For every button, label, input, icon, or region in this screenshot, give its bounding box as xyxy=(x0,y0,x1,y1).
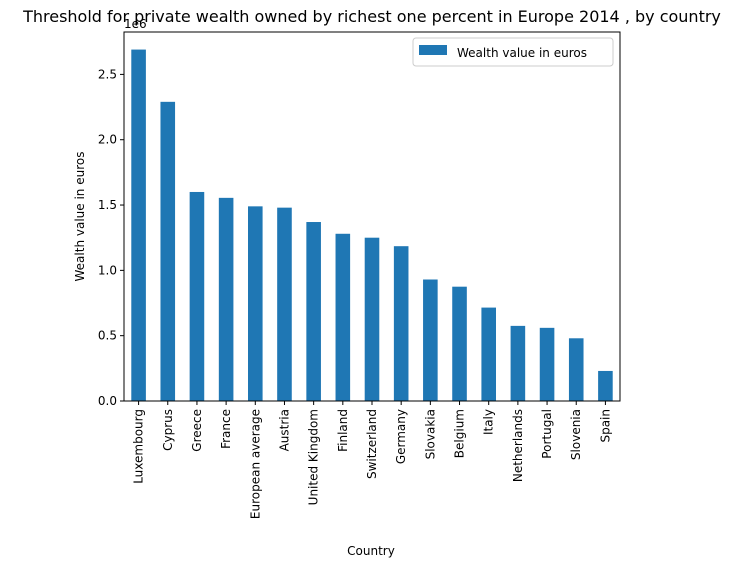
y-tick-label: 1.5 xyxy=(98,198,117,212)
legend-box xyxy=(412,37,614,67)
bar-slovenia xyxy=(568,338,584,401)
x-tick-label: Slovakia xyxy=(423,409,437,459)
bar-netherlands xyxy=(510,325,526,401)
bar-belgium xyxy=(452,286,467,401)
y-tick-label: 0.0 xyxy=(98,394,117,408)
bar-greece xyxy=(189,191,205,401)
y-tick-label: 0.5 xyxy=(98,329,117,343)
y-axis-label: Wealth value in euros xyxy=(73,152,87,282)
x-tick-label: Spain xyxy=(598,409,612,443)
bar-united-kingdom xyxy=(306,222,321,401)
x-tick-label: Slovenia xyxy=(569,409,583,460)
legend-swatch xyxy=(419,45,447,55)
x-tick-label: Greece xyxy=(190,409,204,452)
bar-france xyxy=(218,197,234,401)
bar-portugal xyxy=(539,327,555,401)
x-tick-label: Switzerland xyxy=(365,409,379,479)
bar-austria xyxy=(277,207,292,401)
x-tick-label: Italy xyxy=(482,409,496,435)
x-tick-label: Luxembourg xyxy=(132,409,146,484)
x-tick-label: Netherlands xyxy=(511,409,525,482)
x-tick-label: Finland xyxy=(336,409,350,452)
bars-group xyxy=(131,49,613,402)
x-tick-label: Belgium xyxy=(453,409,467,458)
y-tick-label: 1.0 xyxy=(98,263,117,277)
bar-slovakia xyxy=(423,279,438,401)
x-tick-label: Austria xyxy=(277,409,291,451)
y-axis-offset-label: 1e6 xyxy=(124,17,147,31)
legend-label: Wealth value in euros xyxy=(457,46,587,60)
bar-spain xyxy=(598,370,613,401)
bar-germany xyxy=(393,246,409,401)
y-tick-label: 2.0 xyxy=(98,133,117,147)
x-axis-label: Country xyxy=(347,544,395,558)
x-tick-label: Cyprus xyxy=(161,409,175,451)
bar-finland xyxy=(335,233,351,401)
plot-frame xyxy=(123,31,621,402)
y-axis-ticks: 0.0 0.5 1.0 1.5 2.0 2.5 xyxy=(98,67,124,408)
x-axis-ticks: Luxembourg Cyprus Greece France European ave… xyxy=(132,401,612,519)
x-tick-label: United Kingdom xyxy=(307,409,321,505)
bar-luxembourg xyxy=(131,49,146,401)
x-tick-label: European average xyxy=(248,409,262,519)
y-tick-label: 2.5 xyxy=(98,67,117,81)
legend: Wealth value in euros xyxy=(412,37,614,67)
x-tick-label: France xyxy=(219,409,233,449)
bar-cyprus xyxy=(160,101,176,402)
chart-title: Threshold for private wealth owned by ri… xyxy=(22,7,721,26)
bar-european-average xyxy=(248,206,263,401)
x-tick-label: Germany xyxy=(394,409,408,464)
x-tick-label: Portugal xyxy=(540,409,554,459)
bar-italy xyxy=(481,307,496,401)
bar-switzerland xyxy=(364,237,380,401)
